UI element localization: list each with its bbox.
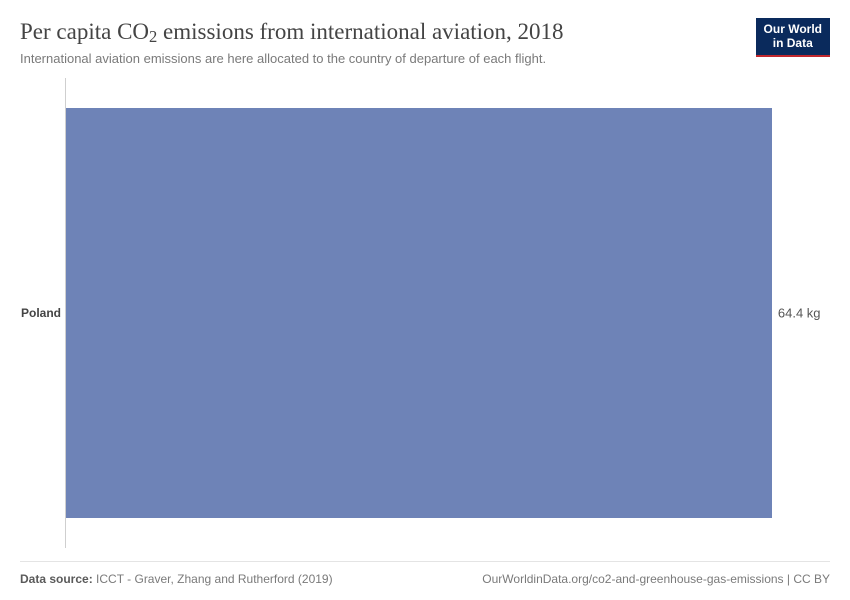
chart-area: Poland 64.4 kg [65, 78, 790, 548]
title-sub: 2 [149, 27, 157, 46]
logo-line1: Our World [764, 23, 822, 37]
bar-poland [66, 108, 772, 518]
category-label: Poland [13, 306, 61, 320]
value-label: 64.4 kg [778, 306, 821, 321]
title-pre: Per capita CO [20, 19, 149, 44]
owid-logo: Our World in Data [756, 18, 830, 57]
chart-title: Per capita CO2 emissions from internatio… [20, 18, 564, 47]
source-label: Data source: [20, 572, 93, 586]
title-post: emissions from international aviation, 2… [157, 19, 563, 44]
source-text: ICCT - Graver, Zhang and Rutherford (201… [93, 572, 333, 586]
chart-footer: Data source: ICCT - Graver, Zhang and Ru… [20, 561, 830, 586]
attribution: OurWorldinData.org/co2-and-greenhouse-ga… [482, 572, 830, 586]
logo-line2: in Data [764, 37, 822, 51]
chart-subtitle: International aviation emissions are her… [20, 51, 564, 66]
data-source: Data source: ICCT - Graver, Zhang and Ru… [20, 572, 333, 586]
